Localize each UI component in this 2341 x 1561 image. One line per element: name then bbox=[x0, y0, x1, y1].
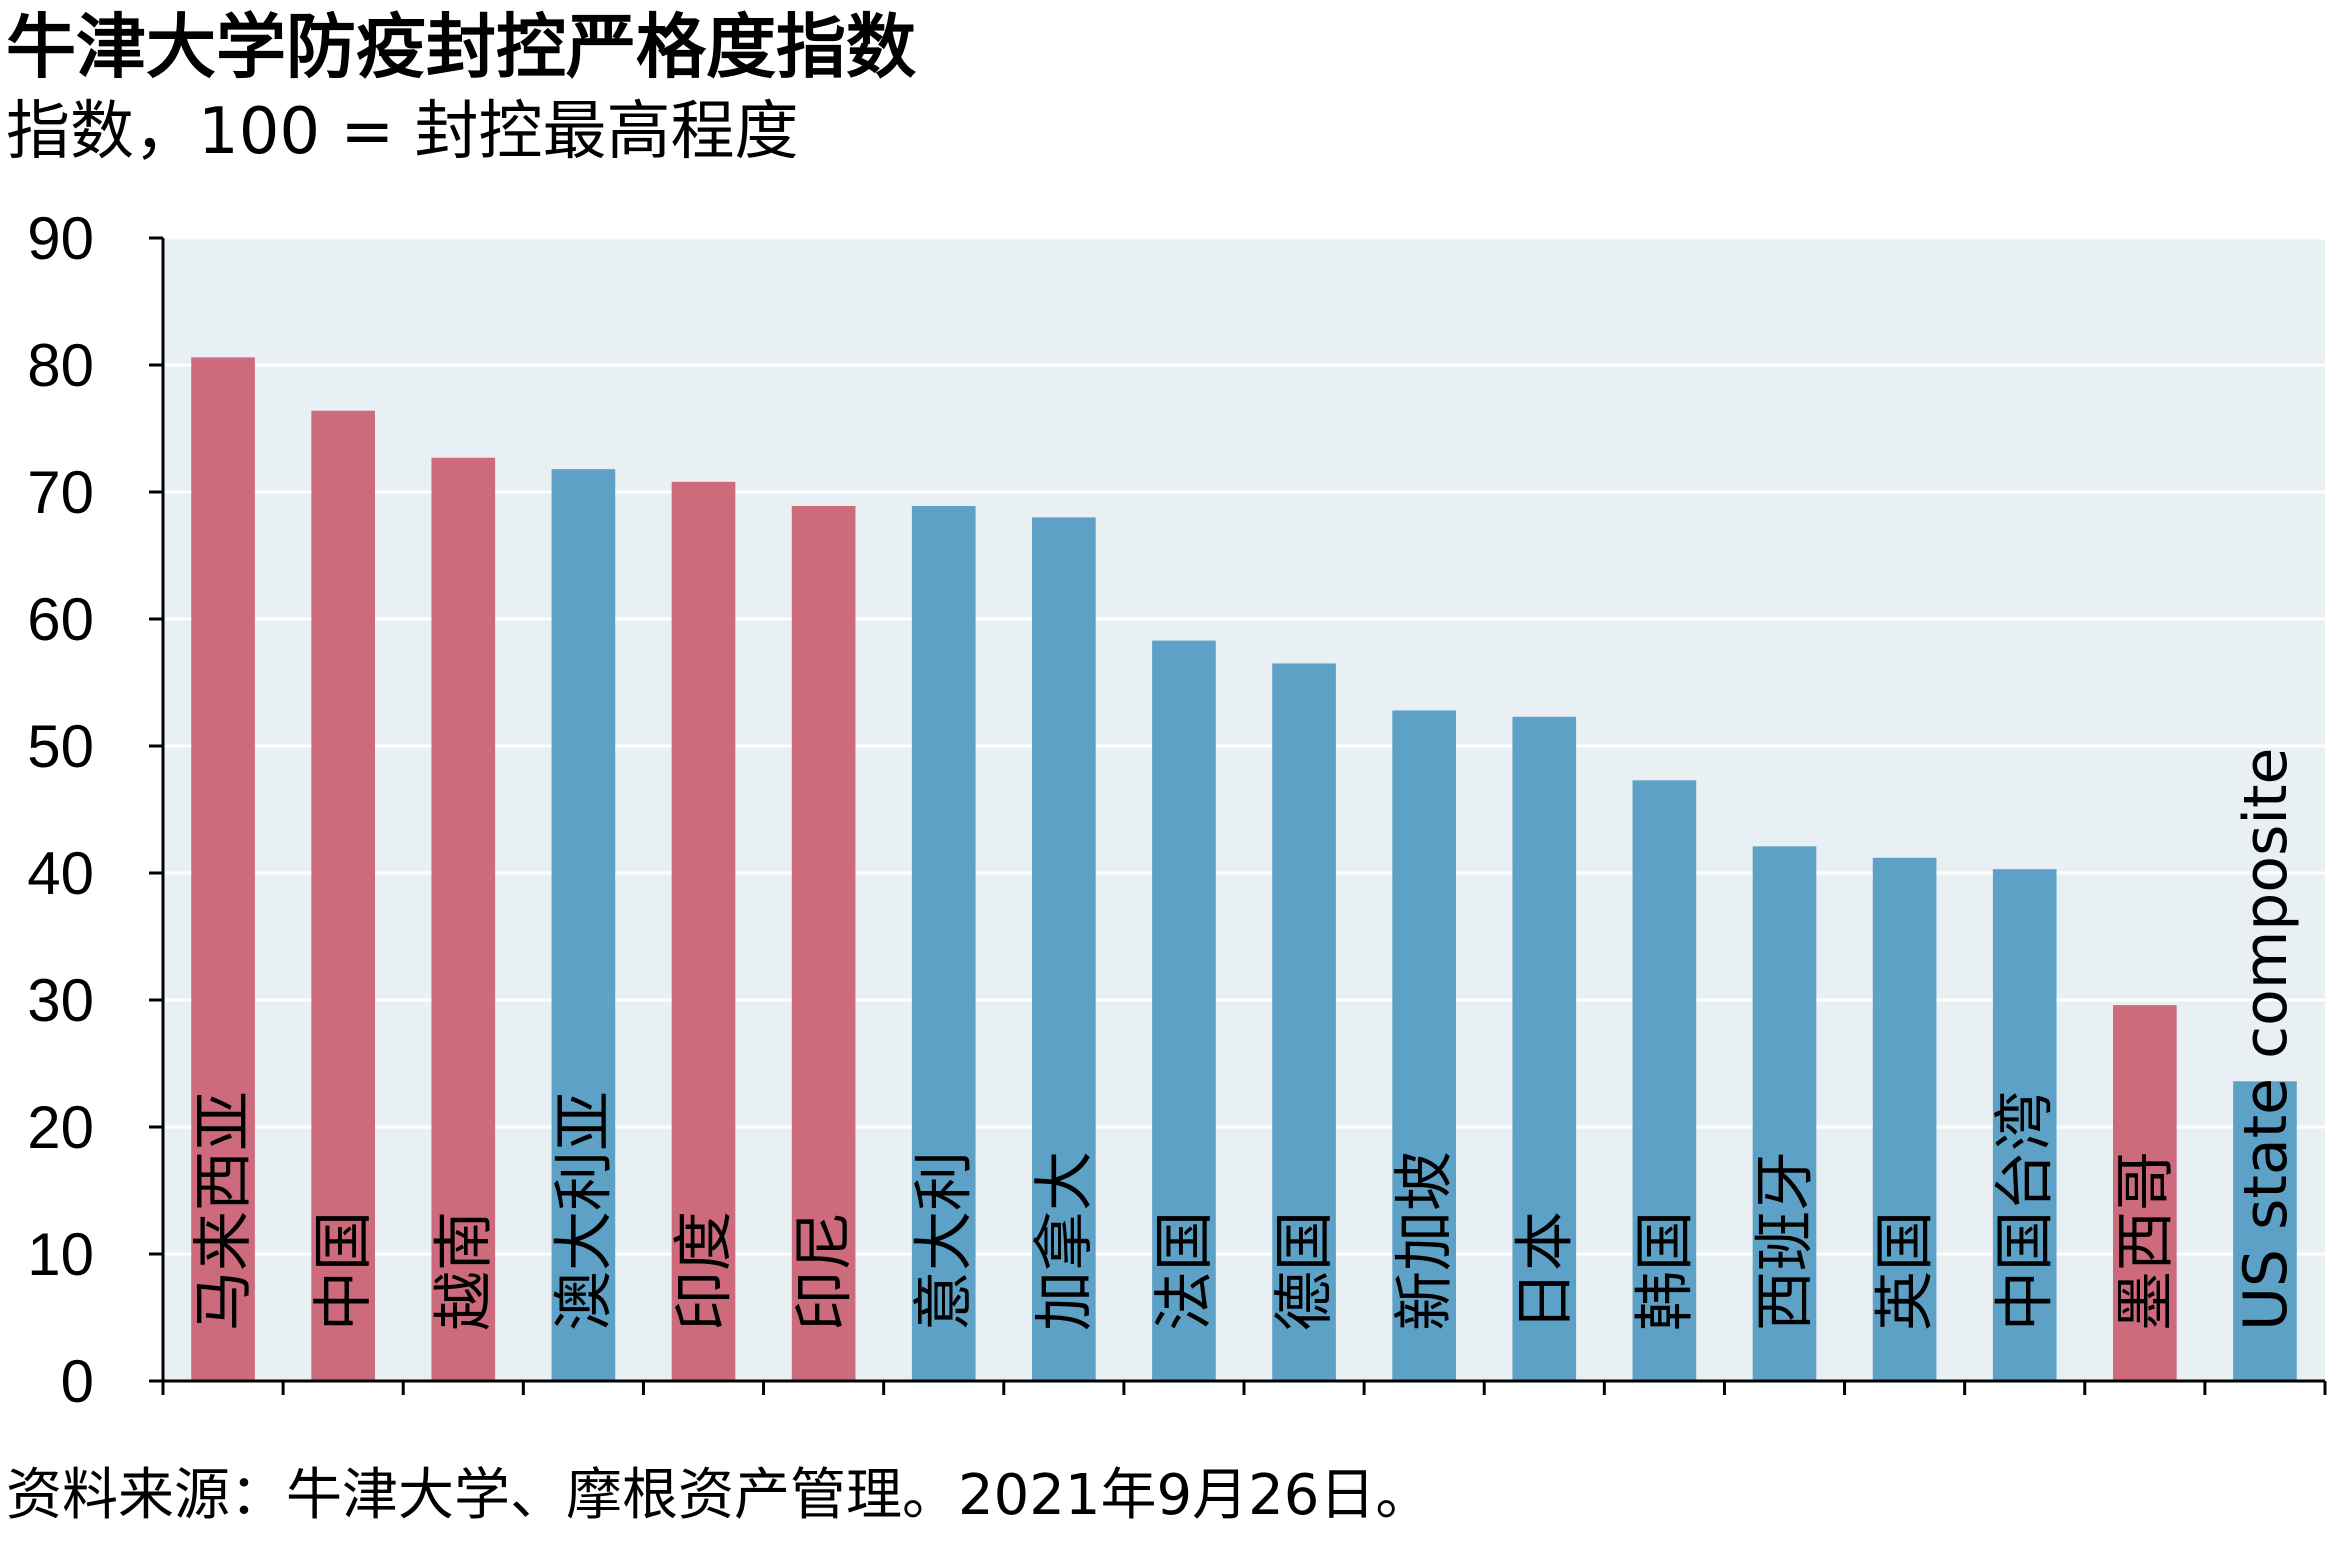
bar-category-label: 日本 bbox=[1510, 1211, 1580, 1331]
gridlines bbox=[163, 236, 2325, 1256]
bar-category-label: 意大利 bbox=[910, 1151, 980, 1331]
axes bbox=[149, 238, 2327, 1395]
bar bbox=[1512, 716, 1577, 1381]
bar bbox=[1872, 857, 1937, 1381]
y-tick-label: 30 bbox=[27, 967, 94, 1034]
chart-subtitle: 指数，100 = 封控最高程度 bbox=[6, 95, 799, 169]
bar bbox=[1272, 663, 1336, 1381]
y-tick-label: 50 bbox=[27, 713, 94, 780]
bar bbox=[311, 410, 375, 1382]
bar-category-label: 印度 bbox=[670, 1211, 740, 1331]
bar bbox=[551, 469, 616, 1381]
bar bbox=[671, 481, 736, 1382]
bar-category-label: 中国台湾 bbox=[1991, 1091, 2061, 1331]
y-tick-label: 80 bbox=[27, 332, 94, 399]
bar bbox=[191, 357, 255, 1381]
bar-category-label: 马来西亚 bbox=[189, 1091, 259, 1331]
y-tick-label: 70 bbox=[27, 459, 94, 526]
y-tick-label: 20 bbox=[27, 1094, 94, 1161]
bar-category-label: 新加坡 bbox=[1390, 1151, 1460, 1331]
bar bbox=[1152, 640, 1216, 1381]
bars bbox=[191, 357, 2297, 1382]
bar bbox=[2113, 1005, 2177, 1381]
bar bbox=[791, 505, 856, 1382]
bar bbox=[1992, 869, 2057, 1381]
bar-category-label: 墨西哥 bbox=[2111, 1151, 2181, 1331]
bar-category-label: 澳大利亚 bbox=[549, 1091, 619, 1331]
y-tick-label: 40 bbox=[27, 840, 94, 907]
y-tick-label: 90 bbox=[27, 205, 94, 272]
bar-category-label: US state composite bbox=[2231, 748, 2301, 1331]
bar bbox=[431, 457, 496, 1382]
bar bbox=[1632, 780, 1697, 1381]
y-axis-ticks: 0 10 20 30 40 50 60 70 80 90 bbox=[27, 205, 163, 1415]
y-tick-label: 10 bbox=[27, 1221, 94, 1288]
source-note: 资料来源：牛津大学、摩根资产管理。2021年9月26日。 bbox=[6, 1463, 1432, 1528]
bar bbox=[2233, 1081, 2297, 1381]
bar-category-label: 韩国 bbox=[1630, 1211, 1700, 1331]
plot-background bbox=[163, 238, 2325, 1381]
bar-category-label: 越南 bbox=[429, 1211, 499, 1331]
bar bbox=[1752, 846, 1817, 1381]
bar bbox=[1032, 517, 1096, 1381]
bar-category-label: 德国 bbox=[1270, 1211, 1340, 1331]
bar-category-label: 中国 bbox=[309, 1211, 379, 1331]
y-tick-label: 60 bbox=[27, 586, 94, 653]
bar-labels: 马来西亚 中国 越南 澳大利亚 印度 印尼 意大利 加拿大 法国 德国 新加坡 日本 韩国 西班牙 英国 中国… bbox=[189, 748, 2301, 1331]
bar-category-label: 加拿大 bbox=[1030, 1151, 1100, 1331]
y-tick-label: 0 bbox=[61, 1348, 94, 1415]
bar-category-label: 印尼 bbox=[790, 1211, 860, 1331]
bar-category-label: 法国 bbox=[1150, 1211, 1220, 1331]
bar bbox=[1392, 710, 1456, 1381]
bar-category-label: 西班牙 bbox=[1751, 1151, 1821, 1331]
bar-category-label: 英国 bbox=[1871, 1211, 1941, 1331]
chart-title: 牛津大学防疫封控严格度指数 bbox=[6, 6, 916, 88]
bar bbox=[911, 505, 976, 1382]
